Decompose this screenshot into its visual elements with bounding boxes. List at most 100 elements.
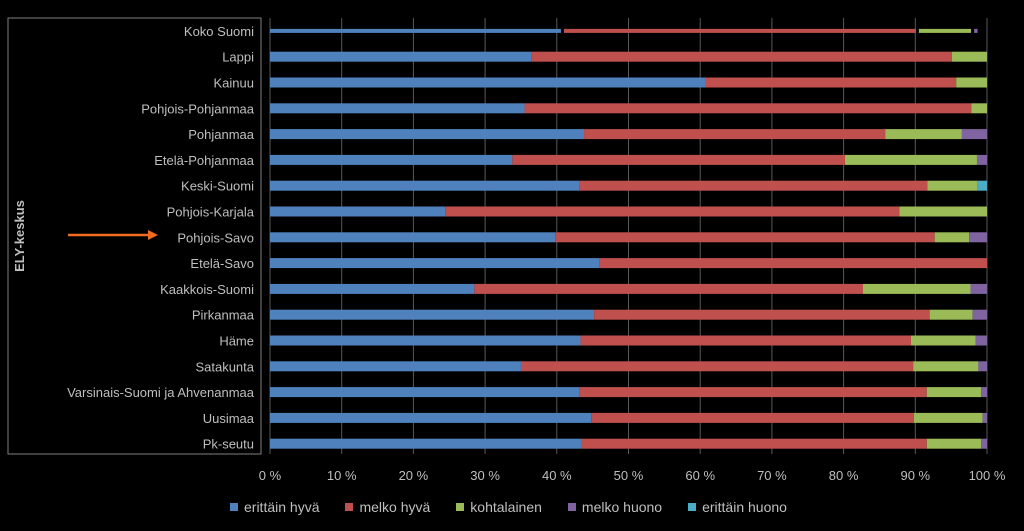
category-label: Kainuu	[214, 76, 254, 91]
legend-swatch-icon	[345, 503, 354, 511]
legend-label: erittäin hyvä	[244, 499, 320, 515]
y-axis-title: ELY-keskus	[12, 200, 27, 272]
legend-label: melko hyvä	[359, 499, 431, 515]
bar-segment	[512, 154, 846, 165]
x-tick-label: 40 %	[542, 468, 572, 483]
legend-item: erittäin huono	[688, 499, 787, 515]
bar-segment	[591, 412, 914, 423]
bar-segment	[978, 361, 987, 372]
bar-segment	[581, 438, 927, 449]
legend-label: kohtalainen	[470, 499, 542, 515]
category-label: Varsinais-Suomi ja Ahvenanmaa	[67, 385, 255, 400]
bar-segment	[956, 77, 987, 88]
category-label: Koko Suomi	[184, 24, 254, 39]
bar-segment	[445, 206, 900, 217]
bar-segment	[270, 154, 513, 165]
category-label: Etelä-Pohjanmaa	[154, 153, 254, 168]
bar-segment	[951, 51, 987, 62]
category-label: Pohjois-Savo	[177, 230, 254, 245]
x-tick-label: 30 %	[470, 468, 500, 483]
x-tick-label: 50 %	[614, 468, 644, 483]
category-label: Keski-Suomi	[181, 179, 254, 194]
category-label: Uusimaa	[203, 411, 255, 426]
bar-segment	[584, 129, 886, 140]
x-tick-label: 0 %	[259, 468, 282, 483]
legend-swatch-icon	[456, 503, 465, 511]
category-axis-frame	[7, 17, 262, 455]
bar-segment	[918, 28, 972, 33]
bar-segment	[913, 412, 983, 423]
bar-segment	[531, 51, 952, 62]
x-tick-label: 60 %	[685, 468, 715, 483]
legend-label: erittäin huono	[702, 499, 787, 515]
bar-segment	[974, 28, 978, 33]
bar-segment	[579, 387, 927, 398]
bar-segment	[270, 309, 595, 320]
bar-segment	[474, 283, 863, 294]
bar-segment	[910, 335, 976, 346]
bar-segment	[705, 77, 957, 88]
bar-segment	[899, 206, 987, 217]
bar-segment	[270, 387, 580, 398]
legend-item: melko hyvä	[345, 499, 430, 515]
bar-segment	[981, 387, 987, 398]
bar-segment	[969, 232, 987, 243]
x-tick-label: 100 %	[969, 468, 1006, 483]
bar-segment	[270, 77, 706, 88]
bar-segment	[270, 438, 582, 449]
legend-item: melko huono	[567, 499, 663, 515]
bar-segment	[926, 438, 982, 449]
bar-segment	[563, 28, 916, 33]
category-label: Pohjois-Pohjanmaa	[141, 101, 255, 116]
bar-segment	[926, 387, 982, 398]
legend-label: melko huono	[581, 499, 663, 515]
bar-segment	[270, 412, 592, 423]
bar-segment	[579, 180, 928, 191]
category-label: Pohjois-Karjala	[167, 205, 255, 220]
bar-segment	[845, 154, 977, 165]
legend-item: erittäin hyvä	[230, 499, 319, 515]
legend: erittäin hyvä melko hyvä kohtalainen melko …	[230, 499, 787, 515]
bar-segment	[555, 232, 935, 243]
bar-segment	[270, 206, 446, 217]
legend-swatch-icon	[230, 503, 238, 511]
bar-segment	[524, 103, 972, 114]
x-tick-label: 80 %	[829, 468, 859, 483]
x-tick-label: 90 %	[900, 468, 930, 483]
x-tick-label: 20 %	[399, 468, 429, 483]
category-label: Etelä-Savo	[190, 256, 254, 271]
bar-segment	[270, 180, 580, 191]
category-label: Häme	[219, 334, 254, 349]
bar-segment	[972, 309, 987, 320]
bar-segment	[580, 335, 911, 346]
bar-segment	[975, 335, 987, 346]
bar-segment	[599, 258, 987, 269]
bar-segment	[977, 180, 987, 191]
highlight-arrow-icon	[68, 230, 158, 240]
bar-segment	[885, 129, 962, 140]
bar-segment	[270, 28, 561, 33]
bar-segment	[929, 309, 973, 320]
bar-segment	[927, 180, 978, 191]
x-tick-label: 10 %	[327, 468, 357, 483]
bar-segment	[270, 232, 556, 243]
bar-segment	[981, 438, 987, 449]
bar-segment	[913, 361, 979, 372]
bar-segment	[270, 361, 521, 372]
bar-segment	[934, 232, 970, 243]
bar-segment	[270, 129, 585, 140]
bar-segment	[594, 309, 930, 320]
bar-segment	[862, 283, 971, 294]
bar-segment	[270, 283, 475, 294]
bar-segment	[270, 51, 532, 62]
category-label: Pirkanmaa	[192, 308, 255, 323]
bar-segment	[971, 103, 987, 114]
legend-swatch-icon	[688, 503, 697, 511]
bar-segment	[982, 412, 987, 423]
bar-segment	[970, 283, 987, 294]
bar-segment	[976, 154, 987, 165]
bar-segment	[270, 103, 525, 114]
category-label: Pohjanmaa	[188, 127, 255, 142]
category-label: Kaakkois-Suomi	[160, 282, 254, 297]
